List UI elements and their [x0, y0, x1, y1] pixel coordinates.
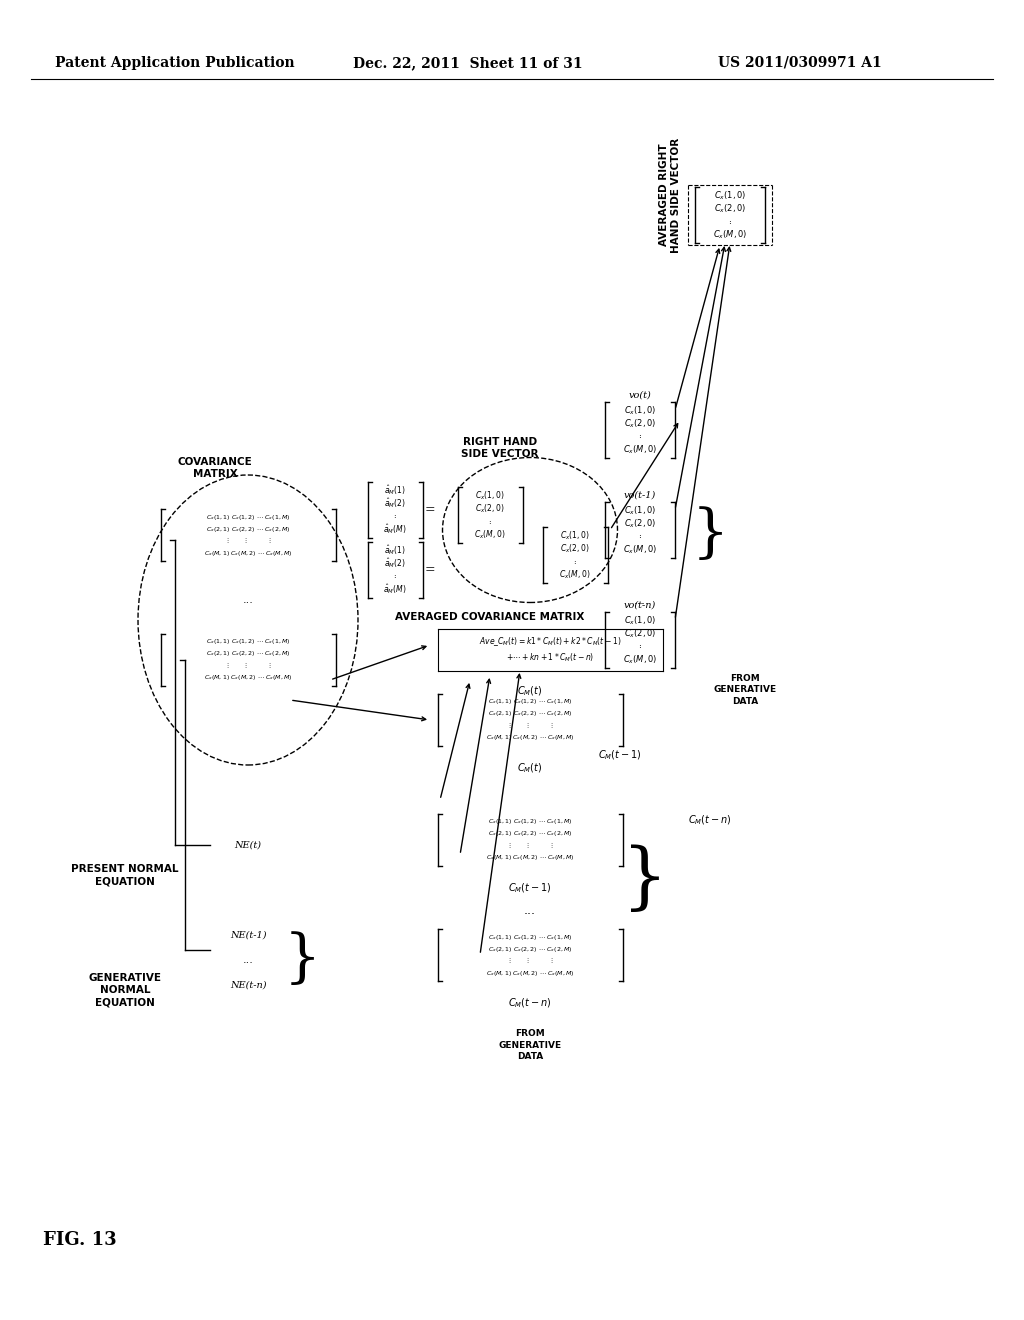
- Text: NE(t-1): NE(t-1): [229, 931, 266, 940]
- Text: $C_x(M,0)$: $C_x(M,0)$: [623, 653, 657, 665]
- Text: $C_M(t)$: $C_M(t)$: [517, 684, 543, 698]
- Text: $C_x(1,1)\ C_x(1,2)\ \cdots\ C_x(1,M)$: $C_x(1,1)\ C_x(1,2)\ \cdots\ C_x(1,M)$: [487, 697, 572, 706]
- Text: $C_x(2,1)\ C_x(2,2)\ \cdots\ C_x(2,M)$: $C_x(2,1)\ C_x(2,2)\ \cdots\ C_x(2,M)$: [487, 829, 572, 838]
- Text: $C_x(1,1)\ C_x(1,2)\ \cdots\ C_x(1,M)$: $C_x(1,1)\ C_x(1,2)\ \cdots\ C_x(1,M)$: [206, 638, 290, 647]
- Text: $C_x(M,1)\ C_x(M,2)\ \cdots\ C_x(M,M)$: $C_x(M,1)\ C_x(M,2)\ \cdots\ C_x(M,M)$: [485, 734, 574, 742]
- Text: :: :: [393, 512, 396, 520]
- Text: :: :: [393, 573, 396, 581]
- Text: AVERAGED RIGHT
HAND SIDE VECTOR: AVERAGED RIGHT HAND SIDE VECTOR: [658, 137, 681, 252]
- Text: RIGHT HAND
SIDE VECTOR: RIGHT HAND SIDE VECTOR: [461, 437, 539, 459]
- Text: $C_x(2,1)\ C_x(2,2)\ \cdots\ C_x(2,M)$: $C_x(2,1)\ C_x(2,2)\ \cdots\ C_x(2,M)$: [206, 649, 290, 659]
- Text: $C_M(t-n)$: $C_M(t-n)$: [508, 997, 552, 1010]
- Text: COVARIANCE
MATRIX: COVARIANCE MATRIX: [177, 457, 252, 479]
- Text: $C_M(t)$: $C_M(t)$: [517, 762, 543, 775]
- Text: FROM
GENERATIVE
DATA: FROM GENERATIVE DATA: [714, 675, 776, 706]
- Text: $C_x(1,0)$: $C_x(1,0)$: [624, 504, 656, 516]
- Text: AVERAGED COVARIANCE MATRIX: AVERAGED COVARIANCE MATRIX: [395, 612, 585, 622]
- Text: $C_x(1,0)$: $C_x(1,0)$: [624, 614, 656, 627]
- Text: $C_x(1,0)$: $C_x(1,0)$: [624, 404, 656, 417]
- Text: $\vdots\quad\quad\vdots\quad\quad\quad\vdots$: $\vdots\quad\quad\vdots\quad\quad\quad\v…: [506, 957, 554, 965]
- Text: $C_x(M,0)$: $C_x(M,0)$: [713, 228, 748, 240]
- Text: vo(t-1): vo(t-1): [624, 491, 656, 499]
- Text: ...: ...: [524, 903, 536, 916]
- Text: $\vdots\quad\quad\vdots\quad\quad\quad\vdots$: $\vdots\quad\quad\vdots\quad\quad\quad\v…: [224, 661, 272, 671]
- Text: vo(t-n): vo(t-n): [624, 601, 656, 610]
- Text: $\vdots\quad\quad\vdots\quad\quad\quad\vdots$: $\vdots\quad\quad\vdots\quad\quad\quad\v…: [506, 722, 554, 730]
- Text: $C_x(1,1)\ C_x(1,2)\ \cdots\ C_x(1,M)$: $C_x(1,1)\ C_x(1,2)\ \cdots\ C_x(1,M)$: [487, 817, 572, 826]
- Text: }: }: [691, 507, 728, 564]
- Text: $C_x(1,1)\ C_x(1,2)\ \cdots\ C_x(1,M)$: $C_x(1,1)\ C_x(1,2)\ \cdots\ C_x(1,M)$: [206, 512, 290, 521]
- Text: $C_x(M,0)$: $C_x(M,0)$: [559, 568, 591, 581]
- Text: $C_x(2,0)$: $C_x(2,0)$: [624, 417, 656, 430]
- Text: $\vdots\quad\quad\vdots\quad\quad\quad\vdots$: $\vdots\quad\quad\vdots\quad\quad\quad\v…: [506, 842, 554, 850]
- Text: NE(t): NE(t): [234, 841, 261, 850]
- Text: }: }: [284, 932, 321, 987]
- Text: $C_M(t-n)$: $C_M(t-n)$: [688, 813, 732, 826]
- Text: PRESENT NORMAL
EQUATION: PRESENT NORMAL EQUATION: [72, 863, 179, 886]
- Text: $\hat{a}_M(1)$: $\hat{a}_M(1)$: [384, 483, 406, 498]
- Text: Patent Application Publication: Patent Application Publication: [55, 55, 295, 70]
- Text: $+\cdots+kn+1*C_M(t-n)$: $+\cdots+kn+1*C_M(t-n)$: [506, 652, 594, 664]
- Text: $C_x(2,0)$: $C_x(2,0)$: [475, 502, 505, 515]
- Text: Dec. 22, 2011  Sheet 11 of 31: Dec. 22, 2011 Sheet 11 of 31: [353, 55, 583, 70]
- Text: =: =: [425, 503, 435, 516]
- Text: $C_x(2,0)$: $C_x(2,0)$: [714, 202, 746, 215]
- Text: $C_x(1,0)$: $C_x(1,0)$: [714, 189, 746, 202]
- Text: $C_x(M,1)\ C_x(M,2)\ \cdots\ C_x(M,M)$: $C_x(M,1)\ C_x(M,2)\ \cdots\ C_x(M,M)$: [485, 969, 574, 978]
- Text: $C_x(2,1)\ C_x(2,2)\ \cdots\ C_x(2,M)$: $C_x(2,1)\ C_x(2,2)\ \cdots\ C_x(2,M)$: [487, 945, 572, 953]
- Text: $C_x(M,1)\ C_x(M,2)\ \cdots\ C_x(M,M)$: $C_x(M,1)\ C_x(M,2)\ \cdots\ C_x(M,M)$: [204, 549, 293, 557]
- Text: $C_x(M,1)\ C_x(M,2)\ \cdots\ C_x(M,M)$: $C_x(M,1)\ C_x(M,2)\ \cdots\ C_x(M,M)$: [485, 854, 574, 862]
- Text: $C_M(t-1)$: $C_M(t-1)$: [598, 748, 642, 762]
- Text: vo(t): vo(t): [629, 391, 651, 400]
- Text: FROM
GENERATIVE
DATA: FROM GENERATIVE DATA: [499, 1030, 561, 1060]
- Text: $\hat{a}_M(1)$: $\hat{a}_M(1)$: [384, 544, 406, 557]
- Text: $\vdots\quad\quad\vdots\quad\quad\quad\vdots$: $\vdots\quad\quad\vdots\quad\quad\quad\v…: [224, 537, 272, 545]
- Text: ...: ...: [243, 954, 253, 965]
- Text: $C_x(2,1)\ C_x(2,2)\ \cdots\ C_x(2,M)$: $C_x(2,1)\ C_x(2,2)\ \cdots\ C_x(2,M)$: [487, 710, 572, 718]
- Text: $C_x(1,0)$: $C_x(1,0)$: [560, 529, 590, 541]
- Text: $C_x(2,0)$: $C_x(2,0)$: [560, 543, 590, 554]
- Text: $C_M(t-1)$: $C_M(t-1)$: [508, 882, 552, 895]
- Text: $C_x(M,1)\ C_x(M,2)\ \cdots\ C_x(M,M)$: $C_x(M,1)\ C_x(M,2)\ \cdots\ C_x(M,M)$: [204, 673, 293, 682]
- Text: US 2011/0309971 A1: US 2011/0309971 A1: [718, 55, 882, 70]
- Text: }: }: [622, 845, 668, 915]
- Text: ...: ...: [243, 595, 253, 605]
- Text: :: :: [573, 557, 577, 565]
- Text: :: :: [639, 433, 641, 441]
- Text: :: :: [728, 218, 731, 226]
- Text: $C_x(1,0)$: $C_x(1,0)$: [475, 490, 505, 502]
- Text: $C_x(2,0)$: $C_x(2,0)$: [624, 517, 656, 529]
- Text: :: :: [639, 532, 641, 540]
- Text: $C_x(M,0)$: $C_x(M,0)$: [623, 444, 657, 455]
- Text: $C_x(2,0)$: $C_x(2,0)$: [624, 627, 656, 640]
- Text: $\hat{a}_M(2)$: $\hat{a}_M(2)$: [384, 496, 406, 511]
- Text: NE(t-n): NE(t-n): [229, 981, 266, 990]
- Text: $\hat{a}_M(M)$: $\hat{a}_M(M)$: [383, 582, 407, 597]
- Text: $\hat{a}_M(M)$: $\hat{a}_M(M)$: [383, 523, 407, 536]
- Text: $Ave\_C_M(t)=k1*C_M(t)+k2*C_M(t-1)$: $Ave\_C_M(t)=k1*C_M(t)+k2*C_M(t-1)$: [479, 636, 622, 648]
- Text: $\hat{a}_M(2)$: $\hat{a}_M(2)$: [384, 557, 406, 570]
- Text: =: =: [425, 564, 435, 577]
- Text: :: :: [488, 517, 492, 525]
- Text: ...: ...: [634, 594, 646, 606]
- Text: $C_x(M,0)$: $C_x(M,0)$: [474, 528, 506, 541]
- Text: GENERATIVE
NORMAL
EQUATION: GENERATIVE NORMAL EQUATION: [88, 973, 162, 1007]
- Text: FIG. 13: FIG. 13: [43, 1232, 117, 1249]
- Text: $C_x(2,1)\ C_x(2,2)\ \cdots\ C_x(2,M)$: $C_x(2,1)\ C_x(2,2)\ \cdots\ C_x(2,M)$: [206, 524, 290, 533]
- Text: $C_x(1,1)\ C_x(1,2)\ \cdots\ C_x(1,M)$: $C_x(1,1)\ C_x(1,2)\ \cdots\ C_x(1,M)$: [487, 932, 572, 941]
- Text: :: :: [639, 643, 641, 651]
- Text: $C_x(M,0)$: $C_x(M,0)$: [623, 544, 657, 556]
